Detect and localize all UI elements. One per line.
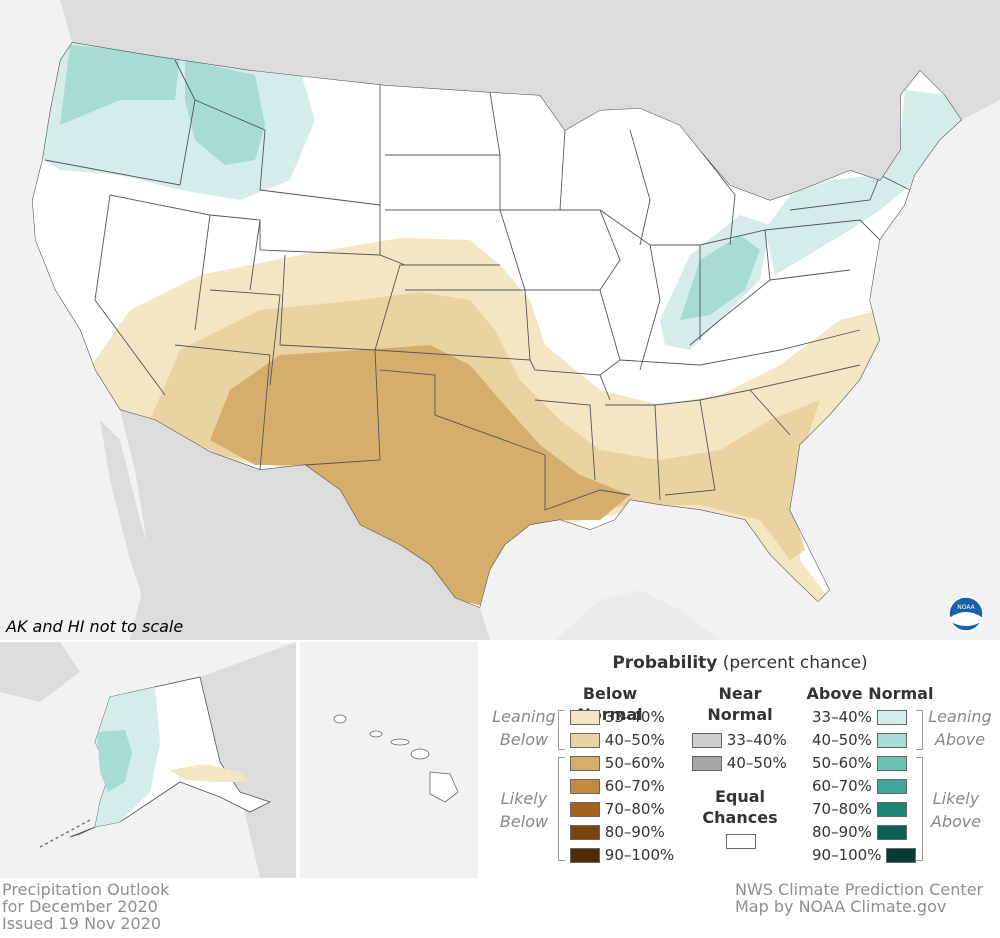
credit-line-1: NWS Climate Prediction Center	[735, 880, 984, 899]
hawaii-inset	[300, 642, 478, 878]
alaska-above-40-50	[97, 730, 132, 792]
below-item: 90–100%	[570, 844, 674, 867]
swatch	[570, 779, 600, 794]
maui	[410, 748, 430, 760]
near-item: 33–40%	[692, 729, 787, 752]
leaning-below-label: Leaning Below	[492, 707, 556, 749]
swatch	[876, 756, 907, 771]
likely-below-label: Likely Below	[499, 789, 549, 831]
above-item: 33–40%	[812, 706, 916, 729]
caption-line-1: Precipitation Outlook	[2, 880, 170, 899]
above-item: 40–50%	[812, 729, 916, 752]
state-borders	[32, 42, 962, 608]
swatch	[886, 848, 917, 863]
swatch	[570, 733, 600, 748]
outlook-caption: Precipitation Outlook for December 2020 …	[2, 881, 169, 932]
above-item: 70–80%	[812, 798, 916, 821]
legend: Probability (percent chance) Below Norma…	[480, 642, 1000, 878]
swatch	[570, 848, 600, 863]
caption-line-3: Issued 19 Nov 2020	[2, 914, 162, 933]
likely-below-bracket	[558, 757, 565, 861]
noaa-logo: NOAA	[948, 596, 984, 632]
mexico-land	[120, 410, 490, 640]
alaska-below-33-40	[170, 764, 250, 782]
below-50-60	[210, 345, 630, 605]
alaska-inset	[0, 642, 296, 878]
swatch	[876, 802, 907, 817]
above-normal-header: Above Normal	[806, 684, 934, 703]
leaning-above-label: Leaning Above	[928, 707, 992, 749]
swatch	[570, 825, 600, 840]
below-item: 40–50%	[570, 729, 674, 752]
swatch	[570, 802, 600, 817]
scale-note: AK and HI not to scale	[5, 617, 183, 636]
swatch	[876, 733, 907, 748]
likely-above-bracket	[916, 757, 923, 861]
canada-land	[60, 0, 1000, 200]
credit-line-2: Map by NOAA Climate.gov	[735, 897, 947, 916]
above-items: 33–40% 40–50% 50–60% 60–70% 70–80% 80–90…	[812, 706, 917, 867]
below-item: 50–60%	[570, 752, 674, 775]
equal-chances-label: Equal Chances	[702, 787, 778, 827]
noaa-logo-text: NOAA	[957, 604, 975, 611]
credit-caption: NWS Climate Prediction Center Map by NOA…	[735, 881, 983, 915]
above-item: 50–60%	[812, 752, 916, 775]
oahu	[369, 730, 383, 738]
leaning-below-bracket	[558, 710, 565, 750]
swatch	[570, 710, 600, 725]
below-item: 80–90%	[570, 821, 674, 844]
above-33-40-northeast	[765, 90, 962, 275]
swatch	[692, 733, 722, 748]
kauai	[333, 714, 347, 724]
hawaii-big-island	[429, 771, 459, 803]
near-items: 33–40% 40–50%	[692, 729, 787, 775]
swatch	[876, 710, 907, 725]
below-items: 33–40% 40–50% 50–60% 60–70% 70–80% 80–90…	[570, 706, 674, 867]
swatch	[876, 779, 907, 794]
below-item: 60–70%	[570, 775, 674, 798]
russia-land	[0, 642, 80, 702]
below-item: 70–80%	[570, 798, 674, 821]
swatch	[876, 825, 907, 840]
equal-chances-swatch	[726, 834, 756, 849]
above-item: 90–100%	[812, 844, 917, 867]
molokai	[390, 738, 410, 746]
conus-map: NOAA AK and HI not to scale	[0, 0, 1000, 640]
above-40-50-washington	[60, 45, 180, 125]
leaning-above-bracket	[916, 710, 923, 750]
caption-line-2: for December 2020	[2, 897, 158, 916]
above-item: 80–90%	[812, 821, 916, 844]
canada-yukon-land	[200, 642, 296, 878]
swatch	[692, 756, 722, 771]
baja-land	[100, 420, 165, 620]
swatch	[570, 756, 600, 771]
gulf-shade	[555, 590, 720, 640]
likely-above-label: Likely Above	[930, 789, 982, 831]
near-item: 40–50%	[692, 752, 787, 775]
below-item: 33–40%	[570, 706, 674, 729]
near-normal-header: Near Normal	[707, 684, 773, 724]
legend-title: Probability (percent chance)	[612, 653, 868, 673]
above-item: 60–70%	[812, 775, 916, 798]
